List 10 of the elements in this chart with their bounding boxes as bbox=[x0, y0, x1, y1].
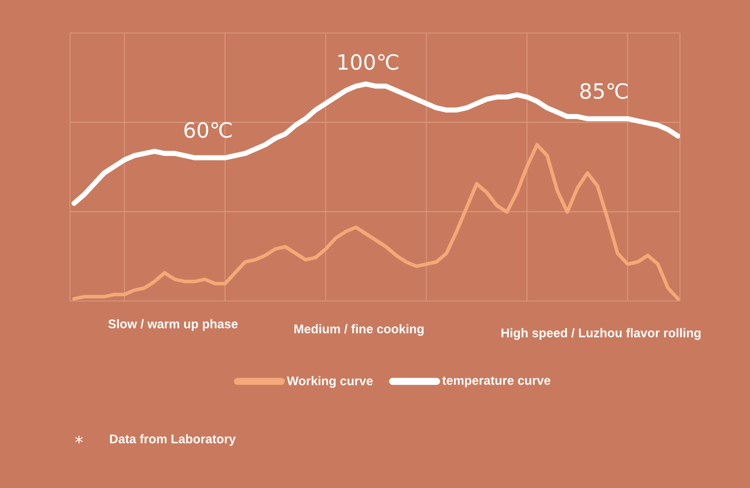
text: Data from Laboratory bbox=[110, 434, 236, 446]
text: 100℃ bbox=[338, 54, 398, 70]
text: High speed / Luzhou flavor rolling bbox=[502, 328, 701, 340]
legend-label: Working curve bbox=[286, 376, 373, 388]
text: Medium / fine cooking bbox=[294, 324, 424, 336]
text: * bbox=[75, 436, 83, 444]
text: Slow / warm up phase bbox=[108, 319, 238, 331]
legend-label: temperature curve bbox=[442, 376, 550, 388]
annotation: 60℃ bbox=[184, 122, 232, 138]
annotation: 85℃ bbox=[580, 83, 628, 99]
